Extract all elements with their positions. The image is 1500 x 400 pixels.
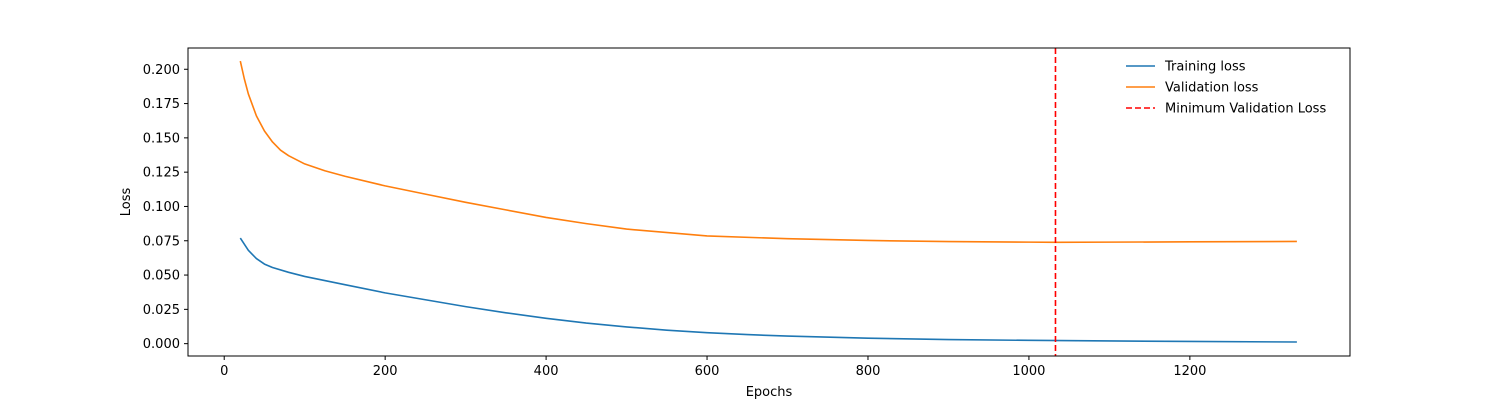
x-axis: 0 200 400 600 800 1000 1200 (220, 356, 1206, 379)
y-tick-label: 0.200 (143, 63, 180, 78)
y-axis: 0.000 0.025 0.050 0.075 0.100 0.125 0.150 0.175… (143, 63, 188, 352)
y-tick-label: 0.075 (143, 234, 180, 249)
x-tick-label: 400 (534, 364, 559, 379)
y-tick-label: 0.175 (143, 97, 180, 112)
series-line-validation-loss (239, 60, 1297, 244)
series-line-training-loss (239, 237, 1297, 343)
y-tick-label: 0.050 (143, 269, 180, 284)
y-tick-label: 0.000 (143, 337, 180, 352)
series-layer (239, 60, 1297, 343)
x-tick-label: 600 (695, 364, 720, 379)
legend: Training loss Validation loss Minimum Vali… (1126, 60, 1326, 117)
x-axis-label: Epochs (746, 385, 793, 400)
legend-label-validation-loss: Validation loss (1165, 81, 1259, 96)
y-tick-label: 0.150 (143, 131, 180, 146)
y-tick-label: 0.025 (143, 303, 180, 318)
plot-background (188, 48, 1350, 356)
legend-label-minimum-validation-loss: Minimum Validation Loss (1165, 102, 1326, 117)
x-tick-label: 0 (220, 364, 228, 379)
plot-frame (187, 47, 1351, 357)
y-axis-label: Loss (119, 188, 134, 217)
x-tick-label: 800 (856, 364, 881, 379)
x-tick-label: 1200 (1173, 364, 1206, 379)
legend-label-training-loss: Training loss (1164, 60, 1246, 75)
x-tick-label: 200 (373, 364, 398, 379)
y-tick-label: 0.125 (143, 166, 180, 181)
x-tick-label: 1000 (1012, 364, 1045, 379)
y-tick-label: 0.100 (143, 200, 180, 215)
